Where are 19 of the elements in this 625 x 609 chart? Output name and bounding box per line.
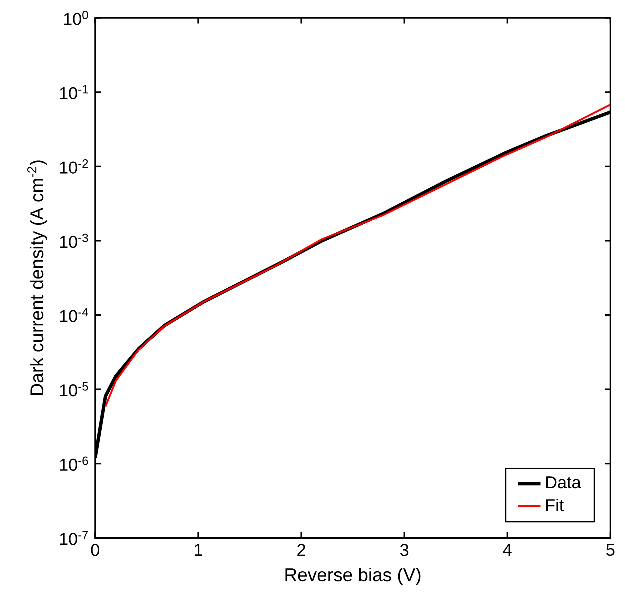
x-tick-label: 0 — [91, 544, 100, 556]
line-series — [104, 104, 611, 408]
y-tick-label: 10$^{-7}$ — [60, 531, 88, 546]
legend-label: Data — [546, 476, 582, 489]
y-tick-label: 10$^{0}$ — [64, 11, 88, 26]
x-tick-label: 4 — [503, 544, 512, 556]
x-tick-label: 3 — [400, 544, 409, 556]
x-tick-label: 5 — [606, 544, 615, 556]
y-tick-label: 10$^{-1}$ — [60, 85, 88, 100]
x-tick-label: 1 — [195, 544, 202, 556]
legend-label: Fit — [546, 499, 564, 512]
y-tick-label: 10$^{-6}$ — [60, 456, 88, 472]
y-tick-label: 10$^{-2}$ — [60, 160, 88, 174]
y-tick-label: 10$^{-4}$ — [60, 308, 88, 322]
y-tick-label: 10$^{-3}$ — [60, 234, 88, 248]
y-tick-label: 10$^{-5}$ — [60, 382, 88, 397]
x-axis-title: Reverse bias (V) — [286, 568, 421, 586]
y-axis-title: Dark current density (A cm$^{-2}$) — [28, 160, 48, 396]
x-tick-label: 2 — [298, 544, 306, 556]
